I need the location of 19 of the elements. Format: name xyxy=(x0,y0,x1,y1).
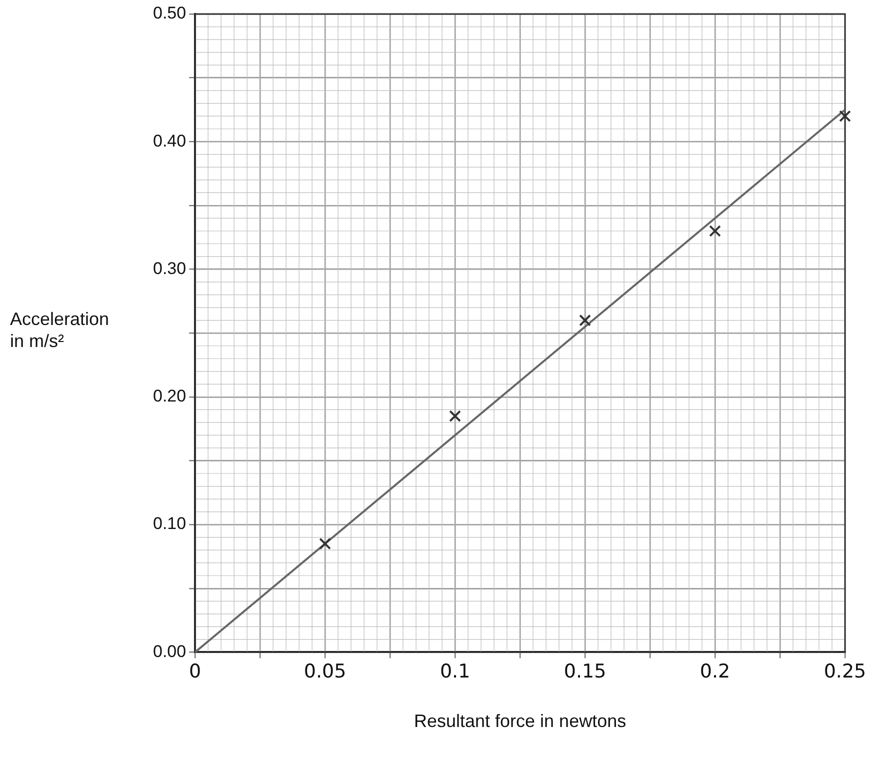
x-tick-label: 0.05 xyxy=(304,660,346,683)
y-tick-label: 0.50 xyxy=(152,4,186,23)
point xyxy=(319,538,332,550)
point xyxy=(709,225,721,237)
x-tick-label: 0.2 xyxy=(700,660,730,683)
x-tick-label: 0.25 xyxy=(824,660,866,683)
x-axis-title: Resultant force in newtons xyxy=(414,711,626,732)
point xyxy=(839,110,851,122)
x-tick-label: 0 xyxy=(189,660,202,683)
y-tick-label: 0.10 xyxy=(152,514,186,534)
y-tick-label: 0.20 xyxy=(152,386,186,406)
x-tick-label: 0.1 xyxy=(440,660,470,683)
point xyxy=(449,410,461,422)
x-tick-label: 0.15 xyxy=(564,660,606,683)
y-axis-title: Acceleration in m/s² xyxy=(10,309,110,352)
point xyxy=(579,314,591,326)
y-tick-label: 0.30 xyxy=(152,258,186,278)
y-tick-label: 0.00 xyxy=(152,642,186,661)
y-tick-label: 0.40 xyxy=(152,131,186,150)
